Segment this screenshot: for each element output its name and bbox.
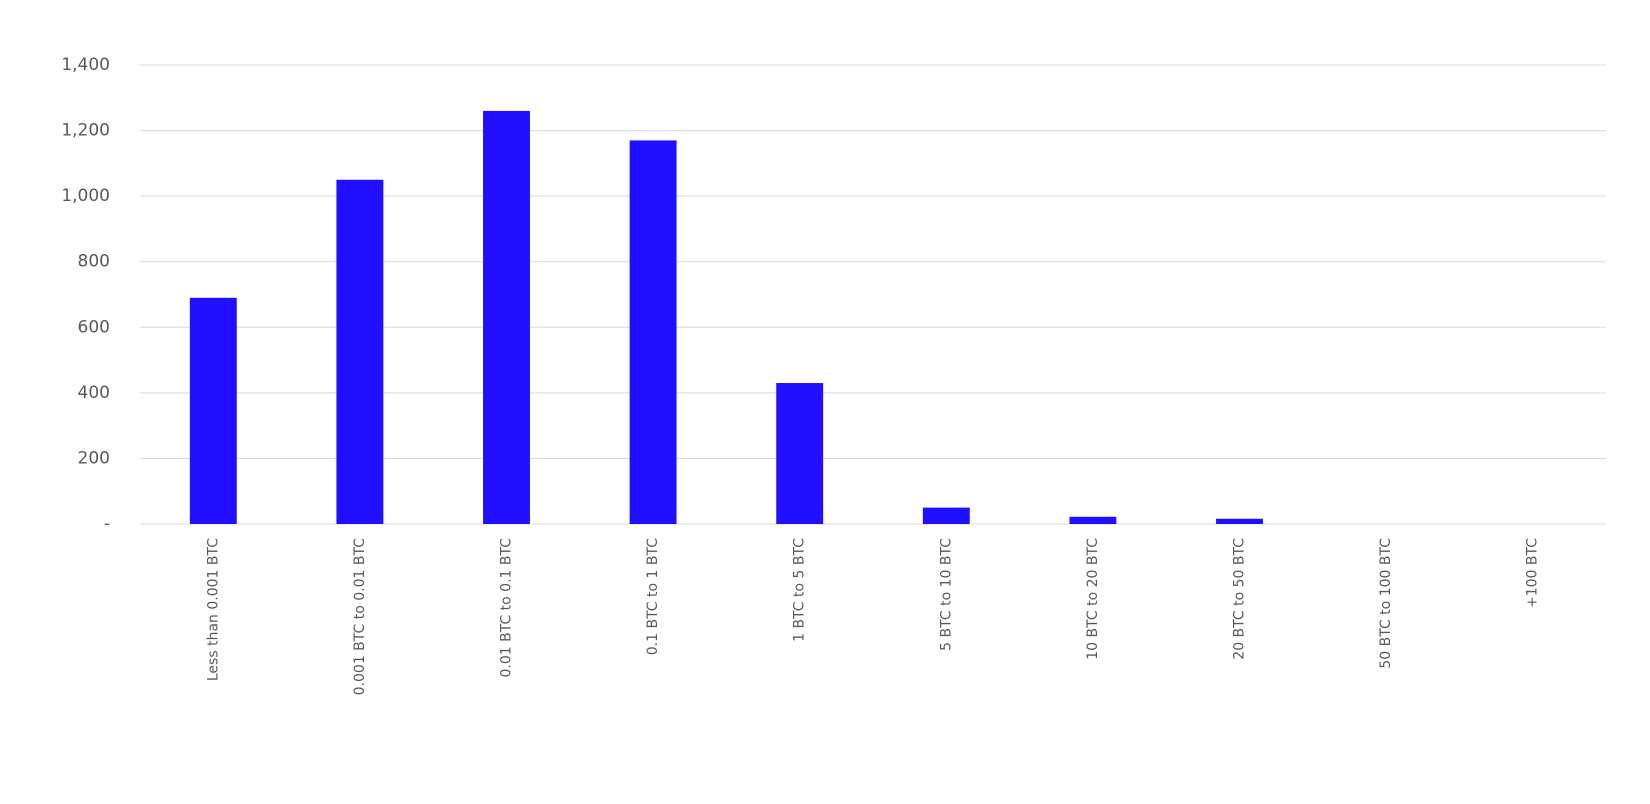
- x-tick-label: 20 BTC to 50 BTC: [1232, 538, 1248, 660]
- bar: [1069, 516, 1117, 524]
- x-tick-label: +100 BTC: [1525, 538, 1541, 608]
- bar: [776, 383, 824, 524]
- bar: [629, 140, 677, 524]
- y-tick-label: 1,200: [61, 121, 110, 141]
- y-tick-label: 400: [78, 383, 110, 403]
- y-tick-label: 200: [78, 448, 110, 468]
- x-tick-label: 0.1 BTC to 1 BTC: [645, 538, 661, 655]
- x-tick-label: 1 BTC to 5 BTC: [792, 538, 808, 642]
- bar: [1216, 518, 1263, 524]
- bar: [336, 179, 384, 524]
- y-tick-label: 800: [78, 252, 110, 272]
- bar: [922, 507, 970, 524]
- x-tick-label: Less than 0.001 BTC: [205, 538, 221, 681]
- x-tick-label: 0.001 BTC to 0.01 BTC: [352, 538, 368, 696]
- x-tick-label: 10 BTC to 20 BTC: [1085, 538, 1101, 660]
- y-tick-label: 1,400: [61, 55, 110, 75]
- x-tick-label: 5 BTC to 10 BTC: [938, 538, 954, 651]
- x-tick-label: 50 BTC to 100 BTC: [1378, 538, 1394, 669]
- y-tick-label: 1,000: [61, 186, 110, 206]
- bar: [483, 110, 530, 525]
- y-tick-label: 600: [78, 317, 110, 337]
- y-tick-label: -: [104, 514, 110, 534]
- bar: [189, 297, 237, 524]
- x-tick-label: 0.01 BTC to 0.1 BTC: [499, 538, 515, 678]
